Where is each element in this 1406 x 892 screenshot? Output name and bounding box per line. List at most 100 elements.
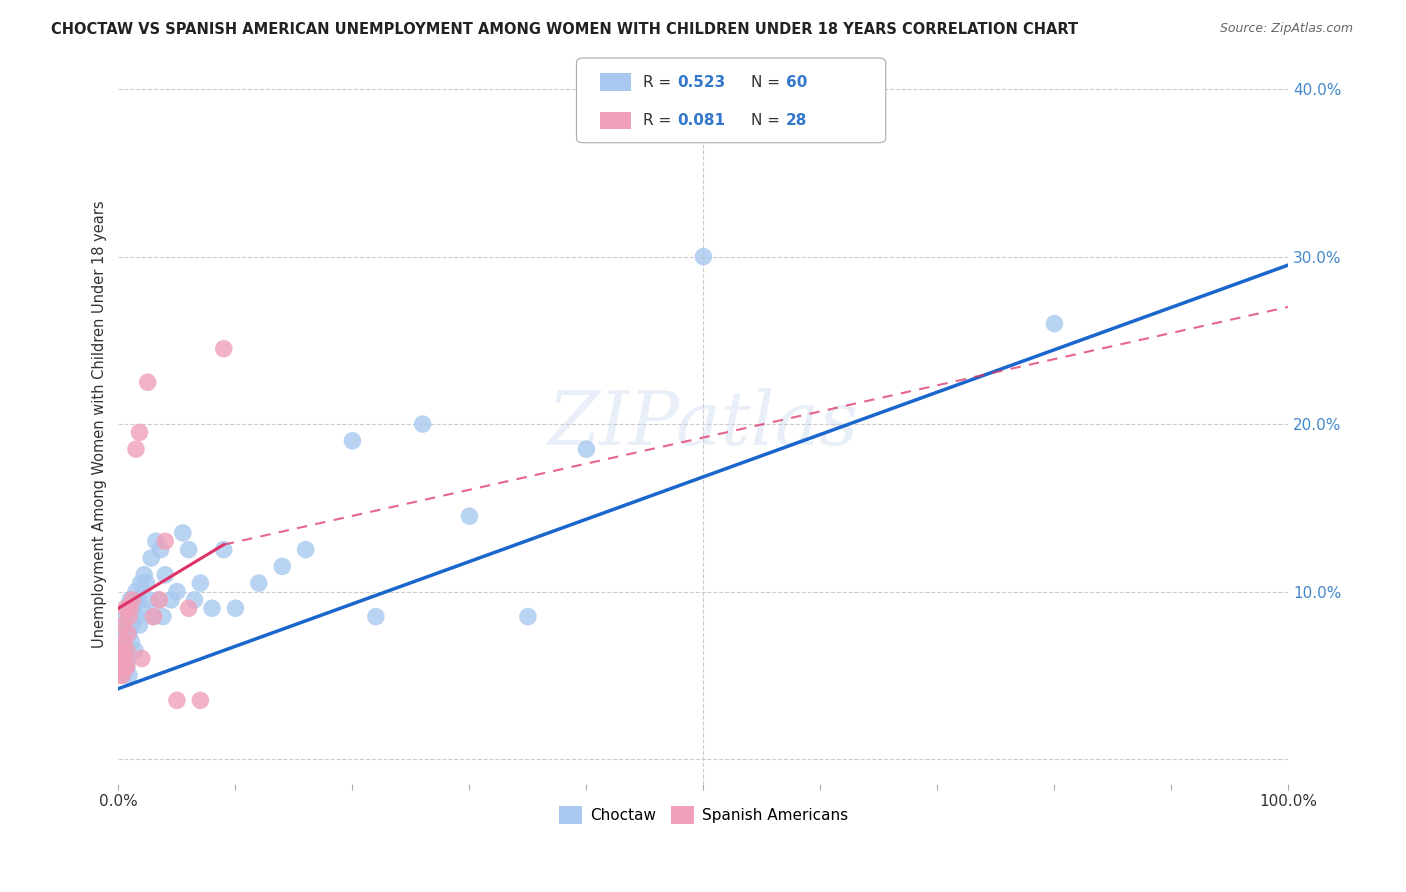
Text: R =: R = xyxy=(643,75,676,89)
Point xyxy=(149,542,172,557)
Point xyxy=(118,668,141,682)
Point xyxy=(112,618,135,632)
Point xyxy=(148,593,170,607)
Point xyxy=(160,593,183,607)
Point xyxy=(108,660,131,674)
Point xyxy=(124,643,146,657)
Legend: Choctaw, Spanish Americans: Choctaw, Spanish Americans xyxy=(553,799,853,830)
Text: 60: 60 xyxy=(786,75,807,89)
Point xyxy=(188,576,211,591)
Point xyxy=(108,643,131,657)
Point xyxy=(177,542,200,557)
Point xyxy=(111,626,134,640)
Point xyxy=(224,601,246,615)
Point xyxy=(117,601,139,615)
Point xyxy=(166,693,188,707)
Point xyxy=(115,660,138,674)
Point xyxy=(129,576,152,591)
Point xyxy=(155,534,177,549)
Point xyxy=(112,668,135,682)
Text: N =: N = xyxy=(751,75,785,89)
Text: ZIPatlas: ZIPatlas xyxy=(548,388,859,460)
Point xyxy=(110,643,132,657)
Point xyxy=(145,534,167,549)
Point xyxy=(412,417,434,431)
Point xyxy=(575,442,598,457)
Text: 28: 28 xyxy=(786,113,807,128)
Point xyxy=(122,601,145,615)
Point xyxy=(112,660,135,674)
Point xyxy=(118,609,141,624)
Point xyxy=(114,651,136,665)
Point xyxy=(114,634,136,648)
Point xyxy=(166,584,188,599)
Point xyxy=(294,542,316,557)
Point xyxy=(128,618,150,632)
Text: 0.081: 0.081 xyxy=(678,113,725,128)
Point xyxy=(177,601,200,615)
Point xyxy=(121,593,143,607)
Point xyxy=(364,609,387,624)
Point xyxy=(142,609,165,624)
Point xyxy=(111,651,134,665)
Point xyxy=(201,601,224,615)
Point xyxy=(112,634,135,648)
Point xyxy=(128,425,150,440)
Point xyxy=(212,542,235,557)
Point xyxy=(111,668,134,682)
Point xyxy=(125,442,148,457)
Point xyxy=(155,567,177,582)
Point xyxy=(120,609,142,624)
Point xyxy=(115,609,138,624)
Point xyxy=(148,593,170,607)
Point xyxy=(118,626,141,640)
Point xyxy=(135,576,157,591)
Point xyxy=(134,567,156,582)
Point xyxy=(247,576,270,591)
Point xyxy=(111,651,134,665)
Text: N =: N = xyxy=(751,113,785,128)
Point xyxy=(110,634,132,648)
Point xyxy=(108,651,131,665)
Point xyxy=(110,668,132,682)
Point xyxy=(120,601,142,615)
Point xyxy=(136,375,159,389)
Point xyxy=(131,651,153,665)
Text: 0.523: 0.523 xyxy=(678,75,725,89)
Point xyxy=(141,551,163,566)
Point xyxy=(114,601,136,615)
Point xyxy=(112,618,135,632)
Point xyxy=(152,609,174,624)
Point xyxy=(115,660,138,674)
Point xyxy=(458,509,481,524)
Point xyxy=(342,434,364,448)
Point xyxy=(1043,317,1066,331)
Point xyxy=(127,609,149,624)
Point xyxy=(117,651,139,665)
Point xyxy=(112,651,135,665)
Text: Source: ZipAtlas.com: Source: ZipAtlas.com xyxy=(1219,22,1353,36)
Point xyxy=(112,643,135,657)
Point xyxy=(142,609,165,624)
Point xyxy=(115,643,138,657)
Point xyxy=(516,609,538,624)
Point xyxy=(188,693,211,707)
Point xyxy=(117,626,139,640)
Point xyxy=(110,660,132,674)
Point xyxy=(114,660,136,674)
Point xyxy=(271,559,294,574)
Point xyxy=(172,525,194,540)
Point xyxy=(183,593,205,607)
Point xyxy=(120,593,142,607)
Point xyxy=(120,634,142,648)
Point xyxy=(138,593,160,607)
Point xyxy=(125,584,148,599)
Point xyxy=(127,593,149,607)
Text: CHOCTAW VS SPANISH AMERICAN UNEMPLOYMENT AMONG WOMEN WITH CHILDREN UNDER 18 YEAR: CHOCTAW VS SPANISH AMERICAN UNEMPLOYMENT… xyxy=(51,22,1078,37)
Text: R =: R = xyxy=(643,113,676,128)
Y-axis label: Unemployment Among Women with Children Under 18 years: Unemployment Among Women with Children U… xyxy=(93,200,107,648)
Point xyxy=(212,342,235,356)
Point xyxy=(121,618,143,632)
Point xyxy=(131,601,153,615)
Point xyxy=(692,250,714,264)
